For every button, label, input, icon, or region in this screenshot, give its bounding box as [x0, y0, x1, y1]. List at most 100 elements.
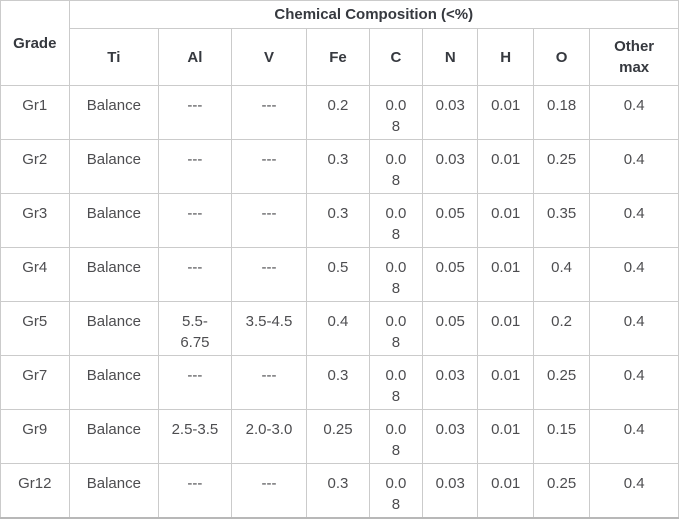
- table-row-gr5: Gr5 Balance 5.5-6.75 3.5-4.5 0.4 0.08 0.…: [0, 301, 679, 356]
- grade-cell: Gr3: [0, 193, 70, 248]
- o-cell: 0.25: [532, 463, 591, 519]
- other-max-cell: 0.4: [589, 301, 679, 356]
- column-header-v: V: [230, 28, 308, 86]
- al-cell: ---: [158, 193, 232, 248]
- al-cell: ---: [158, 139, 232, 194]
- table-row-gr3: Gr3 Balance --- --- 0.3 0.08 0.05 0.01 0…: [0, 193, 679, 248]
- al-cell: ---: [158, 247, 232, 302]
- v-cell: ---: [230, 193, 308, 248]
- column-header-ti: Ti: [68, 28, 160, 86]
- c-cell: 0.08: [368, 301, 424, 356]
- fe-cell: 0.3: [306, 355, 370, 410]
- header-row-top: Grade Chemical Composition (<%): [0, 0, 679, 86]
- other-max-cell: 0.4: [589, 247, 679, 302]
- table-row-gr9: Gr9 Balance 2.5-3.5 2.0-3.0 0.25 0.08 0.…: [0, 409, 679, 464]
- v-cell: ---: [230, 85, 308, 140]
- table-row-gr12: Gr12 Balance --- --- 0.3 0.08 0.03 0.01 …: [0, 463, 679, 519]
- c-cell: 0.08: [368, 193, 424, 248]
- ti-cell: Balance: [68, 409, 160, 464]
- column-header-o: O: [532, 28, 591, 86]
- other-max-cell: 0.4: [589, 463, 679, 519]
- h-cell: 0.01: [477, 247, 534, 302]
- grade-cell: Gr12: [0, 463, 70, 519]
- column-header-h: H: [477, 28, 534, 86]
- v-cell: 2.0-3.0: [230, 409, 308, 464]
- column-header-other-max: Other max: [589, 28, 679, 86]
- h-cell: 0.01: [477, 139, 534, 194]
- v-cell: ---: [230, 247, 308, 302]
- other-max-cell: 0.4: [589, 139, 679, 194]
- c-cell: 0.08: [368, 409, 424, 464]
- table-body: Gr1 Balance --- --- 0.2 0.08 0.03 0.01 0…: [0, 85, 679, 519]
- column-header-fe: Fe: [306, 28, 370, 86]
- fe-cell: 0.3: [306, 463, 370, 519]
- header-row-elements: Ti Al V Fe C N H O Other max: [1, 28, 679, 86]
- c-cell: 0.08: [368, 247, 424, 302]
- n-cell: 0.03: [422, 409, 479, 464]
- o-cell: 0.15: [532, 409, 591, 464]
- n-cell: 0.03: [422, 139, 479, 194]
- al-cell: 2.5-3.5: [158, 409, 232, 464]
- table-row-gr4: Gr4 Balance --- --- 0.5 0.08 0.05 0.01 0…: [0, 247, 679, 302]
- h-cell: 0.01: [477, 355, 534, 410]
- o-cell: 0.25: [532, 355, 591, 410]
- grade-cell: Gr9: [0, 409, 70, 464]
- o-cell: 0.18: [532, 85, 591, 140]
- n-cell: 0.03: [422, 355, 479, 410]
- v-cell: 3.5-4.5: [230, 301, 308, 356]
- o-cell: 0.2: [532, 301, 591, 356]
- v-cell: ---: [230, 355, 308, 410]
- c-cell: 0.08: [368, 139, 424, 194]
- table-header: Grade Chemical Composition (<%) Ti Al V …: [0, 0, 679, 86]
- v-cell: ---: [230, 139, 308, 194]
- c-cell: 0.08: [368, 85, 424, 140]
- al-cell: ---: [158, 463, 232, 519]
- other-max-cell: 0.4: [589, 409, 679, 464]
- fe-cell: 0.25: [306, 409, 370, 464]
- ti-cell: Balance: [68, 301, 160, 356]
- fe-cell: 0.5: [306, 247, 370, 302]
- ti-cell: Balance: [68, 85, 160, 140]
- n-cell: 0.05: [422, 193, 479, 248]
- grade-cell: Gr7: [0, 355, 70, 410]
- n-cell: 0.05: [422, 301, 479, 356]
- al-cell: ---: [158, 355, 232, 410]
- table-row-gr1: Gr1 Balance --- --- 0.2 0.08 0.03 0.01 0…: [0, 85, 679, 140]
- column-header-c: C: [368, 28, 424, 86]
- table-row-gr7: Gr7 Balance --- --- 0.3 0.08 0.03 0.01 0…: [0, 355, 679, 410]
- c-cell: 0.08: [368, 355, 424, 410]
- n-cell: 0.05: [422, 247, 479, 302]
- fe-cell: 0.2: [306, 85, 370, 140]
- grade-cell: Gr1: [0, 85, 70, 140]
- n-cell: 0.03: [422, 85, 479, 140]
- grade-cell: Gr2: [0, 139, 70, 194]
- grade-cell: Gr4: [0, 247, 70, 302]
- ti-cell: Balance: [68, 355, 160, 410]
- h-cell: 0.01: [477, 409, 534, 464]
- n-cell: 0.03: [422, 463, 479, 519]
- other-max-cell: 0.4: [589, 85, 679, 140]
- h-cell: 0.01: [477, 85, 534, 140]
- ti-cell: Balance: [68, 463, 160, 519]
- h-cell: 0.01: [477, 301, 534, 356]
- h-cell: 0.01: [477, 463, 534, 519]
- other-max-cell: 0.4: [589, 193, 679, 248]
- h-cell: 0.01: [477, 193, 534, 248]
- column-header-al: Al: [158, 28, 232, 86]
- v-cell: ---: [230, 463, 308, 519]
- ti-cell: Balance: [68, 247, 160, 302]
- al-cell: ---: [158, 85, 232, 140]
- al-cell: 5.5-6.75: [158, 301, 232, 356]
- o-cell: 0.35: [532, 193, 591, 248]
- column-header-n: N: [422, 28, 479, 86]
- grade-column-header: Grade: [0, 0, 70, 86]
- o-cell: 0.4: [532, 247, 591, 302]
- ti-cell: Balance: [68, 193, 160, 248]
- c-cell: 0.08: [368, 463, 424, 519]
- other-max-cell: 0.4: [589, 355, 679, 410]
- o-cell: 0.25: [532, 139, 591, 194]
- fe-cell: 0.4: [306, 301, 370, 356]
- grade-cell: Gr5: [0, 301, 70, 356]
- ti-cell: Balance: [68, 139, 160, 194]
